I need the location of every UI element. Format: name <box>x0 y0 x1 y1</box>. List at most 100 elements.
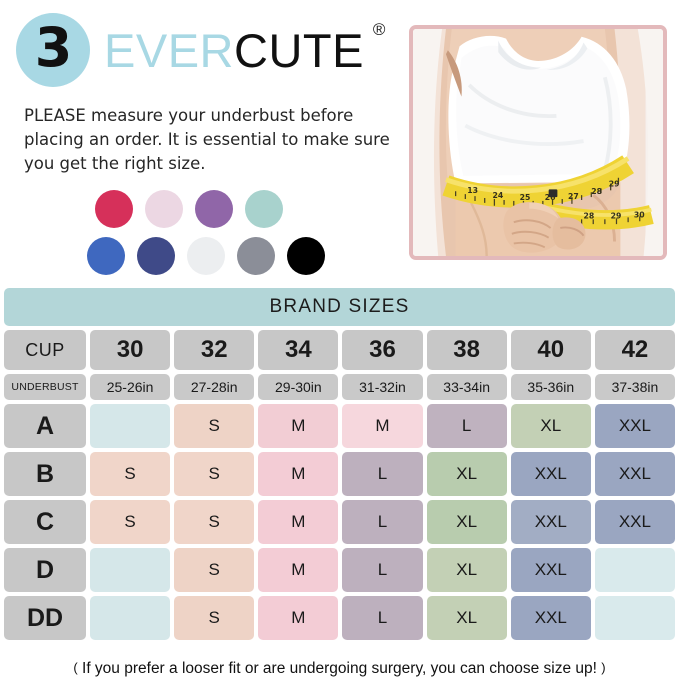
measurement-illustration: 13 24 25 26 27 28 29 28 29 30 <box>413 29 663 256</box>
header-cup-label: CUP <box>4 330 86 370</box>
size-cell: XXL <box>510 500 591 544</box>
size-cell: M <box>258 596 339 640</box>
size-cell: M <box>258 548 339 592</box>
size-cell: L <box>426 404 507 448</box>
table-title: BRAND SIZES <box>4 288 675 326</box>
registered-trademark-icon: ® <box>372 19 386 39</box>
cup-label-a: A <box>4 404 86 448</box>
underbust-range-34: 29-30in <box>258 374 339 400</box>
size-cell: S <box>174 500 255 544</box>
footnote: ( If you prefer a looser fit or are unde… <box>0 660 679 678</box>
size-cell: S <box>90 500 171 544</box>
size-cell: L <box>342 500 423 544</box>
size-cell: M <box>258 404 339 448</box>
table-header-row-band: CUP 30 32 34 36 38 40 42 <box>0 330 679 370</box>
size-cell: S <box>174 452 255 496</box>
underbust-range-30: 25-26in <box>90 374 171 400</box>
header-underbust-label: UNDERBUST <box>4 374 86 400</box>
size-cell <box>90 404 171 448</box>
table-row: D S M L XL XXL <box>0 548 679 592</box>
size-cell: M <box>258 452 339 496</box>
table-row: C S S M L XL XXL XXL <box>0 500 679 544</box>
color-swatch-group <box>87 190 325 275</box>
svg-text:29: 29 <box>611 211 622 220</box>
size-cell: S <box>174 596 255 640</box>
swatch-grey[interactable] <box>237 237 275 275</box>
table-row: B S S M L XL XXL XXL <box>0 452 679 496</box>
band-size-38: 38 <box>426 330 507 370</box>
cup-label-dd: DD <box>4 596 86 640</box>
swatch-black[interactable] <box>287 237 325 275</box>
band-size-34: 34 <box>258 330 339 370</box>
logo-epsilon-glyph: Ɛ <box>34 16 72 79</box>
footnote-close-paren: ) <box>601 660 606 675</box>
svg-text:13: 13 <box>467 186 478 195</box>
swatch-royal-blue[interactable] <box>87 237 125 275</box>
swatch-pale-pink[interactable] <box>145 190 183 228</box>
size-cell: M <box>342 404 423 448</box>
underbust-range-42: 37-38in <box>594 374 675 400</box>
size-cell: XXL <box>510 596 591 640</box>
size-cell: L <box>342 548 423 592</box>
swatch-row-1 <box>95 190 325 228</box>
footnote-open-paren: ( <box>73 660 78 675</box>
footnote-text: If you prefer a looser fit or are underg… <box>82 660 597 677</box>
wordmark-ever: EVER <box>104 23 234 77</box>
svg-text:26: 26 <box>545 193 556 202</box>
size-cell: S <box>174 548 255 592</box>
svg-text:25: 25 <box>520 193 531 202</box>
band-size-36: 36 <box>342 330 423 370</box>
size-cell <box>594 596 675 640</box>
size-cell: XL <box>510 404 591 448</box>
size-cell: XL <box>426 596 507 640</box>
size-cell: L <box>342 596 423 640</box>
size-cell: S <box>174 404 255 448</box>
svg-text:30: 30 <box>634 210 645 219</box>
size-cell: XL <box>426 548 507 592</box>
svg-text:27: 27 <box>568 192 579 201</box>
band-size-32: 32 <box>174 330 255 370</box>
size-cell: XL <box>426 452 507 496</box>
size-cell: XXL <box>510 548 591 592</box>
cup-label-d: D <box>4 548 86 592</box>
swatch-purple[interactable] <box>195 190 233 228</box>
size-cell: XXL <box>594 452 675 496</box>
svg-text:28: 28 <box>591 187 602 196</box>
table-body: A S M M L XL XXL B S S M L XL XXL XXL C S S M L XL XXL XXL D S M L… <box>0 404 679 640</box>
swatch-white[interactable] <box>187 237 225 275</box>
brand-logo-icon: Ɛ <box>16 13 90 87</box>
cup-label-c: C <box>4 500 86 544</box>
swatch-row-2 <box>87 237 325 275</box>
svg-text:29: 29 <box>609 179 620 188</box>
size-cell <box>90 596 171 640</box>
brand-wordmark: EVERCUTE ® <box>104 21 385 77</box>
band-size-42: 42 <box>594 330 675 370</box>
band-size-30: 30 <box>90 330 171 370</box>
size-cell <box>90 548 171 592</box>
header-section: Ɛ EVERCUTE ® PLEASE measure your underbus… <box>0 0 679 283</box>
underbust-range-32: 27-28in <box>174 374 255 400</box>
size-table: BRAND SIZES CUP 30 32 34 36 38 40 42 UND… <box>0 288 679 644</box>
size-cell: M <box>258 500 339 544</box>
wordmark-cute: CUTE <box>234 23 364 77</box>
table-row: DD S M L XL XXL <box>0 596 679 640</box>
underbust-range-36: 31-32in <box>342 374 423 400</box>
brand-lockup: Ɛ EVERCUTE ® <box>16 10 385 90</box>
band-size-40: 40 <box>510 330 591 370</box>
table-row: A S M M L XL XXL <box>0 404 679 448</box>
size-cell <box>594 548 675 592</box>
size-cell: XL <box>426 500 507 544</box>
cup-label-b: B <box>4 452 86 496</box>
swatch-mint[interactable] <box>245 190 283 228</box>
swatch-raspberry[interactable] <box>95 190 133 228</box>
svg-text:28: 28 <box>584 211 595 220</box>
underbust-range-38: 33-34in <box>426 374 507 400</box>
size-cell: XXL <box>510 452 591 496</box>
intro-paragraph: PLEASE measure your underbust before pla… <box>24 106 390 173</box>
underbust-range-40: 35-36in <box>510 374 591 400</box>
measurement-photo: 13 24 25 26 27 28 29 28 29 30 <box>409 25 667 260</box>
table-header-row-underbust: UNDERBUST 25-26in 27-28in 29-30in 31-32i… <box>0 374 679 400</box>
svg-text:24: 24 <box>492 191 503 200</box>
swatch-navy[interactable] <box>137 237 175 275</box>
